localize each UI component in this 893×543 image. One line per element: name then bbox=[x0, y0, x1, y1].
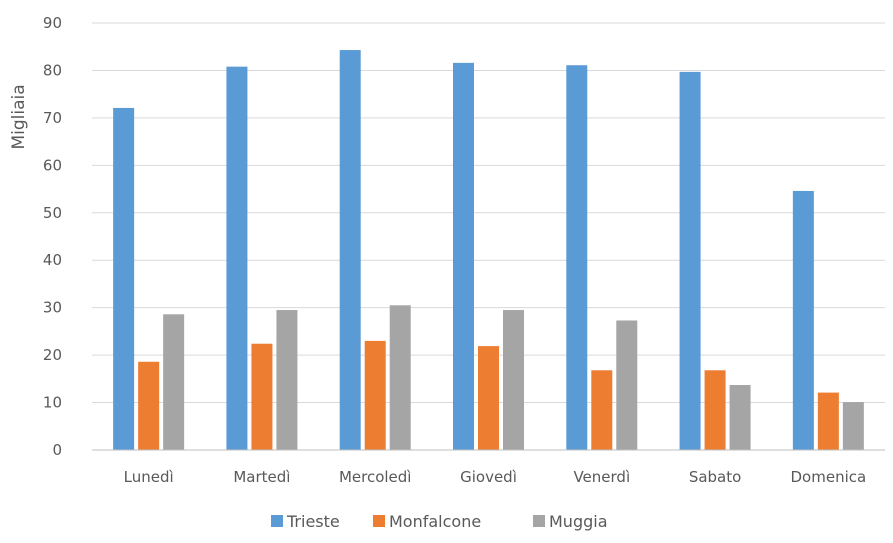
y-tick-label: 40 bbox=[43, 251, 62, 269]
bar-monfalcone-6 bbox=[817, 392, 839, 450]
bar-muggia-6 bbox=[842, 402, 864, 450]
y-tick-label: 50 bbox=[43, 204, 62, 222]
legend-swatch-trieste bbox=[271, 515, 283, 527]
y-tick-label: 70 bbox=[43, 109, 62, 127]
bar-muggia-3 bbox=[503, 310, 524, 450]
bar-muggia-2 bbox=[389, 305, 411, 450]
legend-swatch-muggia bbox=[533, 515, 545, 527]
legend-label-muggia: Muggia bbox=[549, 512, 608, 531]
legend-swatch-monfalcone bbox=[373, 515, 385, 527]
y-tick-label: 80 bbox=[43, 61, 62, 79]
bar-muggia-4 bbox=[616, 320, 638, 450]
y-tick-label: 60 bbox=[43, 156, 62, 174]
x-axis-ticks: Lunedì Martedì Mercoledì Giovedì Venerdì Saba… bbox=[124, 468, 867, 486]
y-tick-label: 0 bbox=[52, 441, 62, 459]
x-tick-label: Giovedì bbox=[460, 468, 517, 486]
y-tick-label: 10 bbox=[43, 394, 62, 412]
y-tick-label: 20 bbox=[43, 346, 62, 364]
bar-muggia-1 bbox=[276, 310, 298, 450]
gridlines bbox=[92, 22, 885, 404]
legend-label-trieste: Trieste bbox=[286, 512, 340, 531]
bar-monfalcone-2 bbox=[364, 340, 386, 450]
bar-muggia-5 bbox=[729, 385, 751, 450]
x-tick-label: Lunedì bbox=[124, 468, 174, 486]
y-tick-label: 90 bbox=[43, 14, 62, 32]
bar-trieste-6 bbox=[792, 190, 814, 450]
bar-trieste-4 bbox=[566, 65, 588, 450]
x-tick-label: Martedì bbox=[233, 468, 290, 486]
bar-trieste-2 bbox=[339, 50, 361, 450]
bar-trieste-1 bbox=[226, 66, 248, 450]
x-tick-label: Domenica bbox=[791, 468, 867, 486]
bar-monfalcone-5 bbox=[704, 370, 726, 450]
bar-trieste-3 bbox=[453, 62, 474, 450]
legend: Trieste Monfalcone Muggia bbox=[271, 512, 608, 531]
x-tick-label: Venerdì bbox=[573, 468, 630, 486]
y-axis-ticks: 0 10 20 30 40 50 60 70 80 90 bbox=[43, 14, 62, 459]
bar-monfalcone-3 bbox=[478, 346, 499, 450]
legend-label-monfalcone: Monfalcone bbox=[389, 512, 481, 531]
bar-trieste-5 bbox=[679, 71, 701, 451]
bar-trieste-0 bbox=[113, 107, 135, 451]
bar-monfalcone-0 bbox=[138, 361, 160, 450]
bars bbox=[113, 50, 864, 451]
x-tick-label: Sabato bbox=[689, 468, 742, 486]
y-tick-label: 30 bbox=[43, 299, 62, 317]
bar-monfalcone-4 bbox=[591, 370, 613, 450]
bar-muggia-0 bbox=[163, 314, 185, 450]
bar-monfalcone-1 bbox=[251, 343, 273, 450]
y-axis-title: Migliaia bbox=[9, 84, 29, 149]
x-tick-label: Mercoledì bbox=[339, 468, 412, 486]
